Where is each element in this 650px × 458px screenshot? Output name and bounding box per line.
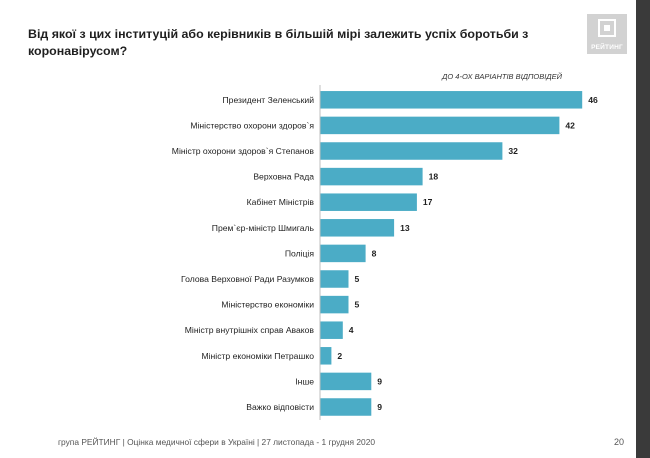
bar: [320, 167, 423, 186]
value-label: 4: [349, 325, 354, 335]
category-label: Верховна Рада: [253, 172, 314, 182]
value-label: 5: [355, 274, 360, 284]
bar: [320, 142, 503, 160]
answer-note: ДО 4-ОХ ВАРІАНТІВ ВІДПОВІДЕЙ: [442, 72, 562, 81]
bar: [320, 347, 332, 365]
value-label: 18: [429, 172, 439, 182]
bar: [320, 270, 349, 288]
value-label: 8: [372, 248, 377, 258]
category-label: Прем`єр-міністр Шмигаль: [212, 223, 315, 233]
category-label: Кабінет Міністрів: [247, 197, 315, 207]
value-label: 46: [588, 95, 598, 105]
page-number: 20: [614, 437, 625, 447]
bar: [320, 193, 417, 211]
value-label: 9: [377, 376, 382, 386]
category-label: Важко відповісти: [246, 402, 314, 412]
category-label: Міністр охорони здоров`я Степанов: [172, 146, 315, 156]
category-label: Президент Зеленський: [222, 95, 314, 105]
category-label: Міністерство економіки: [221, 300, 314, 310]
value-label: 9: [377, 402, 382, 412]
value-label: 42: [565, 120, 575, 130]
category-label: Голова Верховної Ради Разумков: [181, 274, 314, 284]
category-label: Міністр внутрішніх справ Аваков: [185, 325, 315, 335]
value-label: 32: [508, 146, 518, 156]
bar: [320, 321, 343, 339]
bar: [320, 91, 583, 109]
chart-title: Від якої з цих інституцій або керівників…: [28, 27, 529, 58]
logo-text: РЕЙТИНГ: [591, 44, 623, 51]
category-label: Поліція: [285, 248, 315, 258]
value-label: 2: [337, 351, 342, 361]
bar: [320, 219, 395, 237]
category-label: Міністерство охорони здоров`я: [190, 120, 314, 130]
bar: [320, 398, 372, 416]
footer-text: група РЕЙТИНГ | Оцінка медичної сфери в …: [58, 437, 376, 447]
value-label: 5: [355, 300, 360, 310]
value-label: 13: [400, 223, 410, 233]
category-label: Інше: [295, 376, 314, 386]
bar: [320, 116, 560, 135]
bar: [320, 244, 366, 263]
bar: [320, 372, 372, 391]
category-label: Міністр економіки Петрашко: [201, 351, 314, 361]
logo-mark-icon: [598, 19, 616, 37]
rating-logo: РЕЙТИНГ: [587, 14, 627, 54]
right-edge-strip: [636, 0, 650, 458]
value-label: 17: [423, 197, 433, 207]
bar-chart: Президент Зеленський 46 Міністерство охоро…: [172, 85, 598, 420]
bar: [320, 295, 349, 314]
